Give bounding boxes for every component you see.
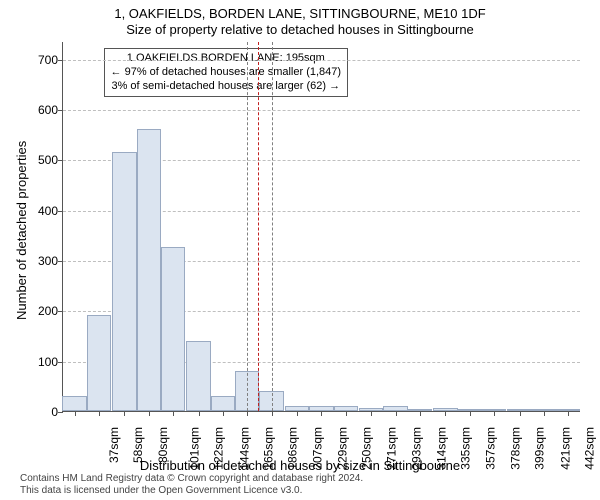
histogram-bar bbox=[137, 129, 161, 411]
xtick-mark bbox=[75, 411, 76, 416]
ytick-mark bbox=[58, 60, 63, 61]
xtick-label: 229sqm bbox=[336, 427, 350, 470]
xtick-label: 144sqm bbox=[237, 427, 251, 470]
annotation-line2: ← 97% of detached houses are smaller (1,… bbox=[111, 66, 342, 80]
ytick-label: 300 bbox=[18, 254, 58, 268]
ytick-mark bbox=[58, 311, 63, 312]
xtick-mark bbox=[568, 411, 569, 416]
ytick-label: 600 bbox=[18, 103, 58, 117]
xtick-mark bbox=[494, 411, 495, 416]
gridline bbox=[63, 60, 580, 61]
xtick-label: 335sqm bbox=[459, 427, 473, 470]
xtick-mark bbox=[321, 411, 322, 416]
xtick-mark bbox=[470, 411, 471, 416]
ytick-label: 0 bbox=[18, 405, 58, 419]
xtick-label: 101sqm bbox=[187, 427, 201, 470]
annotation-line3: 3% of semi-detached houses are larger (6… bbox=[111, 80, 342, 94]
xtick-label: 80sqm bbox=[156, 427, 170, 463]
xtick-label: 207sqm bbox=[310, 427, 324, 470]
histogram-bar bbox=[186, 341, 210, 411]
xtick-mark bbox=[173, 411, 174, 416]
ytick-label: 200 bbox=[18, 304, 58, 318]
xtick-label: 186sqm bbox=[286, 427, 300, 470]
gridline bbox=[63, 110, 580, 111]
xtick-mark bbox=[420, 411, 421, 416]
xtick-mark bbox=[149, 411, 150, 416]
xtick-label: 293sqm bbox=[410, 427, 424, 470]
histogram-bar bbox=[87, 315, 111, 411]
histogram-bar bbox=[112, 152, 136, 411]
xtick-label: 58sqm bbox=[131, 427, 145, 463]
xtick-label: 271sqm bbox=[384, 427, 398, 470]
reference-line bbox=[272, 42, 273, 411]
xtick-label: 37sqm bbox=[107, 427, 121, 463]
xtick-mark bbox=[124, 411, 125, 416]
ytick-mark bbox=[58, 160, 63, 161]
xtick-label: 314sqm bbox=[434, 427, 448, 470]
xtick-mark bbox=[445, 411, 446, 416]
ytick-mark bbox=[58, 110, 63, 111]
xtick-mark bbox=[520, 411, 521, 416]
xtick-mark bbox=[99, 411, 100, 416]
reference-line bbox=[247, 42, 248, 411]
xtick-mark bbox=[297, 411, 298, 416]
xtick-mark bbox=[247, 411, 248, 416]
plot-area: 1 OAKFIELDS BORDEN LANE: 195sqm ← 97% of… bbox=[62, 42, 580, 412]
figure: 1, OAKFIELDS, BORDEN LANE, SITTINGBOURNE… bbox=[0, 0, 600, 500]
xtick-label: 378sqm bbox=[508, 427, 522, 470]
xtick-label: 421sqm bbox=[558, 427, 572, 470]
histogram-bar bbox=[62, 396, 86, 411]
reference-line bbox=[258, 42, 259, 411]
footer-line1: Contains HM Land Registry data © Crown c… bbox=[20, 473, 363, 485]
y-axis-label: Number of detached properties bbox=[14, 141, 29, 320]
ytick-mark bbox=[58, 412, 63, 413]
histogram-bar bbox=[211, 396, 235, 411]
footer-line2: This data is licensed under the Open Gov… bbox=[20, 485, 363, 497]
xtick-mark bbox=[199, 411, 200, 416]
xtick-mark bbox=[223, 411, 224, 416]
ytick-label: 700 bbox=[18, 53, 58, 67]
ytick-label: 400 bbox=[18, 204, 58, 218]
xtick-mark bbox=[371, 411, 372, 416]
ytick-mark bbox=[58, 261, 63, 262]
xtick-label: 399sqm bbox=[533, 427, 547, 470]
xtick-mark bbox=[396, 411, 397, 416]
chart-title-line2: Size of property relative to detached ho… bbox=[0, 22, 600, 37]
xtick-label: 165sqm bbox=[262, 427, 276, 470]
chart-title-line1: 1, OAKFIELDS, BORDEN LANE, SITTINGBOURNE… bbox=[0, 6, 600, 21]
xtick-label: 122sqm bbox=[212, 427, 226, 470]
footer-attribution: Contains HM Land Registry data © Crown c… bbox=[20, 473, 363, 496]
histogram-bar bbox=[161, 247, 185, 411]
xtick-mark bbox=[544, 411, 545, 416]
xtick-label: 442sqm bbox=[583, 427, 597, 470]
ytick-mark bbox=[58, 211, 63, 212]
xtick-label: 250sqm bbox=[360, 427, 374, 470]
ytick-label: 100 bbox=[18, 355, 58, 369]
xtick-mark bbox=[346, 411, 347, 416]
annotation-box: 1 OAKFIELDS BORDEN LANE: 195sqm ← 97% of… bbox=[104, 48, 349, 97]
ytick-label: 500 bbox=[18, 153, 58, 167]
xtick-label: 357sqm bbox=[484, 427, 498, 470]
xtick-mark bbox=[272, 411, 273, 416]
ytick-mark bbox=[58, 362, 63, 363]
